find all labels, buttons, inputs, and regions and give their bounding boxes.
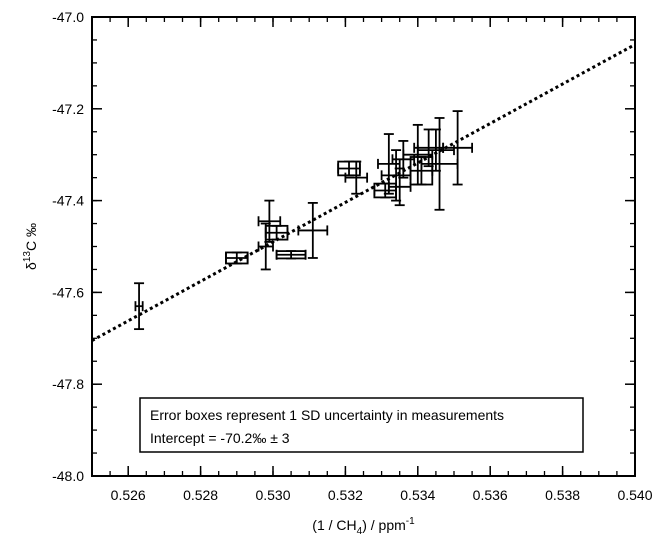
fit-line [91,43,636,342]
x-tick-label: 0.540 [617,487,652,503]
y-tick-label: -47.6 [52,284,84,300]
legend-box: Error boxes represent 1 SD uncertainty i… [139,397,584,453]
data-point [297,201,329,259]
axis-ticks: 0.526 0.528 0.530 0.532 0.534 0.536 0.538 0.540… [52,9,653,503]
x-tick-label: 0.532 [328,487,363,503]
y-tick-label: -47.0 [52,9,84,25]
y-axis-title: δ13C ‰ [22,223,39,270]
plot-layer [91,43,636,342]
error-box [337,160,361,177]
y-tick-label: -48.0 [52,468,84,484]
x-tick-label: 0.534 [400,487,435,503]
data-point [257,199,282,243]
error-box [225,251,249,265]
data-point [264,224,289,241]
x-tick-label: 0.528 [183,487,218,503]
x-tick-label: 0.530 [255,487,290,503]
data-point [442,110,474,186]
data-point [225,251,249,265]
x-tick-label: 0.526 [111,487,146,503]
y-tick-label: -47.8 [52,376,84,392]
x-tick-label: 0.536 [473,487,508,503]
data-point [134,282,145,331]
y-tick-label: -47.4 [52,193,84,209]
data-point [387,167,412,207]
error-box [264,224,289,241]
legend-text-error-boxes: Error boxes represent 1 SD uncertainty i… [150,407,504,423]
x-tick-label: 0.538 [545,487,580,503]
legend-text-intercept: Intercept = -70.2‰ ± 3 [150,430,290,446]
data-point [344,160,369,195]
y-tick-label: -47.2 [52,101,84,117]
data-point [420,117,459,211]
data-point [275,249,307,260]
x-axis-title: (1 / CH4) / ppm-1 [312,516,415,537]
data-point [377,133,401,195]
error-box [275,250,307,260]
